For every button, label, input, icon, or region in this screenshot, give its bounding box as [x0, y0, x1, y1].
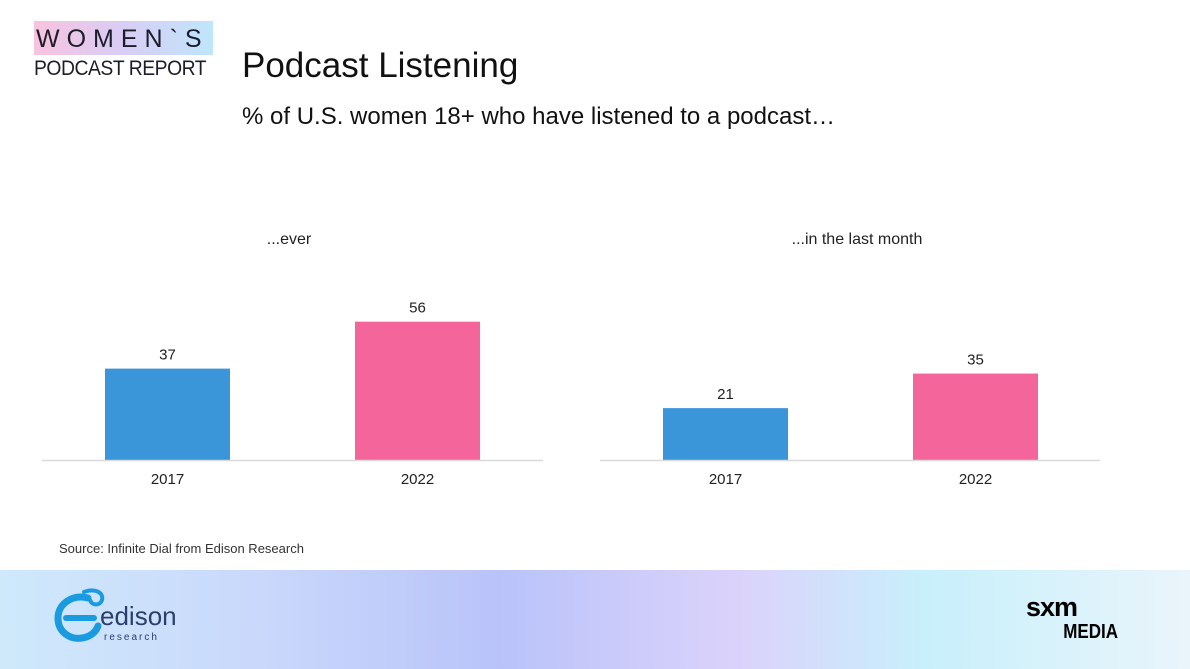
x-tick-label-1-2022: 2022 — [959, 471, 992, 488]
bar-0-2017 — [105, 368, 230, 460]
sxm-media-logo: sxm MEDIA — [1026, 594, 1126, 644]
chart-title-1: ...in the last month — [792, 231, 923, 248]
chart-title-0: ...ever — [267, 231, 312, 248]
media-wordmark: MEDIA — [1063, 621, 1118, 643]
data-label-1-2022: 35 — [967, 352, 984, 369]
bar-1-2017 — [663, 408, 788, 460]
edison-e-icon — [54, 588, 105, 642]
charts-area: ...ever 37 2017 56 2022 ...in the last month 2… — [42, 231, 1100, 488]
bar-0-2022 — [355, 321, 480, 460]
womens-podcast-report-logo: WOMEN`S PODCAST REPORT — [34, 21, 221, 81]
edison-research-logo: edison research — [54, 588, 204, 648]
page-title: Podcast Listening — [242, 46, 519, 85]
edison-subword: research — [104, 632, 159, 643]
edison-wordmark: edison — [100, 601, 177, 631]
data-label-1-2017: 21 — [717, 386, 734, 403]
source-note: Source: Infinite Dial from Edison Resear… — [59, 541, 304, 556]
data-label-0-2017: 37 — [159, 347, 176, 364]
x-tick-label-0-2017: 2017 — [151, 471, 184, 488]
data-label-0-2022: 56 — [409, 300, 426, 317]
footer-band: edison research sxm MEDIA — [0, 570, 1190, 669]
logo-line1: WOMEN`S — [34, 21, 213, 55]
sxm-wordmark: sxm — [1026, 592, 1078, 622]
x-tick-label-1-2017: 2017 — [709, 471, 742, 488]
page-subtitle: % of U.S. women 18+ who have listened to… — [242, 103, 836, 130]
logo-line2: PODCAST REPORT — [34, 57, 207, 80]
bar-1-2022 — [913, 373, 1038, 460]
x-tick-label-0-2022: 2022 — [401, 471, 434, 488]
